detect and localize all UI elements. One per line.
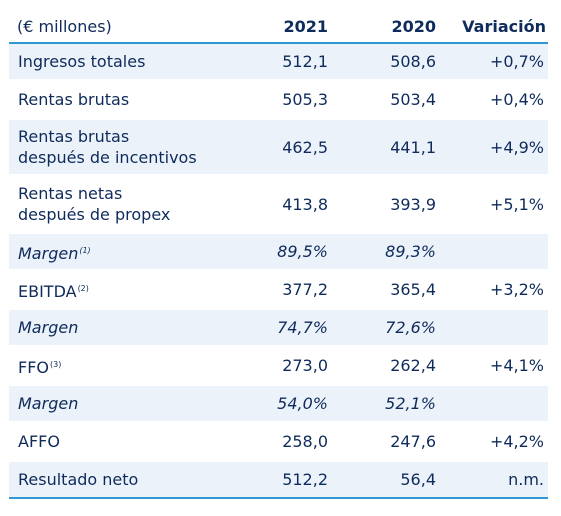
value-variation: +3,2%	[439, 272, 548, 310]
value-2020: 393,9	[331, 177, 439, 234]
row-label: Margen(1)	[9, 234, 221, 272]
row-label: Ingresos totales	[9, 44, 221, 82]
value-variation: +0,4%	[439, 82, 548, 120]
table-row: Rentas brutas 505,3 503,4 +0,4%	[9, 82, 548, 120]
value-2020: 72,6%	[331, 310, 439, 348]
value-2021: 505,3	[221, 82, 331, 120]
table-row: Margen 54,0% 52,1%	[9, 386, 548, 424]
value-2020: 89,3%	[331, 234, 439, 272]
footnote-marker: (3)	[50, 359, 62, 369]
value-variation: n.m.	[439, 462, 548, 499]
row-label: Resultado neto	[9, 462, 221, 499]
table-row: Margen 74,7% 72,6%	[9, 310, 548, 348]
value-variation: +4,2%	[439, 424, 548, 462]
value-variation	[439, 386, 548, 424]
footnote-marker: (2)	[77, 283, 89, 293]
row-label: Rentas brutas	[9, 82, 221, 120]
value-variation: +4,9%	[439, 120, 548, 177]
value-2021: 512,1	[221, 44, 331, 82]
value-variation: +4,1%	[439, 348, 548, 386]
value-2020: 503,4	[331, 82, 439, 120]
value-2020: 56,4	[331, 462, 439, 499]
value-2020: 365,4	[331, 272, 439, 310]
value-2020: 262,4	[331, 348, 439, 386]
value-variation: +5,1%	[439, 177, 548, 234]
value-2021: 462,5	[221, 120, 331, 177]
row-label: Rentas brutas después de incentivos	[9, 120, 221, 177]
value-variation	[439, 234, 548, 272]
table-row: Resultado neto 512,2 56,4 n.m.	[9, 462, 548, 499]
table-row: FFO(3) 273,0 262,4 +4,1%	[9, 348, 548, 386]
value-2021: 273,0	[221, 348, 331, 386]
value-2021: 413,8	[221, 177, 331, 234]
header-units: (€ millones)	[9, 10, 221, 44]
row-label: Rentas netas después de propex	[9, 177, 221, 234]
header-2021: 2021	[221, 10, 331, 44]
header-variation: Variación	[439, 10, 548, 44]
table-row: Rentas brutas después de incentivos 462,5…	[9, 120, 548, 177]
value-2021: 258,0	[221, 424, 331, 462]
value-2021: 512,2	[221, 462, 331, 499]
table-row: EBITDA(2) 377,2 365,4 +3,2%	[9, 272, 548, 310]
row-label: EBITDA(2)	[9, 272, 221, 310]
footnote-marker: (1)	[79, 245, 91, 255]
row-label: Margen	[9, 386, 221, 424]
table-header-row: (€ millones) 2021 2020 Variación	[9, 10, 548, 44]
table-row: Ingresos totales 512,1 508,6 +0,7%	[9, 44, 548, 82]
value-variation: +0,7%	[439, 44, 548, 82]
value-2020: 441,1	[331, 120, 439, 177]
table-row: Rentas netas después de propex 413,8 393,…	[9, 177, 548, 234]
header-2020: 2020	[331, 10, 439, 44]
value-variation	[439, 310, 548, 348]
value-2021: 89,5%	[221, 234, 331, 272]
value-2021: 54,0%	[221, 386, 331, 424]
value-2021: 74,7%	[221, 310, 331, 348]
table-row: Margen(1) 89,5% 89,3%	[9, 234, 548, 272]
row-label: Margen	[9, 310, 221, 348]
financial-summary-table: (€ millones) 2021 2020 Variación Ingreso…	[9, 10, 548, 499]
row-label: AFFO	[9, 424, 221, 462]
value-2021: 377,2	[221, 272, 331, 310]
table-row: AFFO 258,0 247,6 +4,2%	[9, 424, 548, 462]
row-label: FFO(3)	[9, 348, 221, 386]
value-2020: 247,6	[331, 424, 439, 462]
value-2020: 508,6	[331, 44, 439, 82]
value-2020: 52,1%	[331, 386, 439, 424]
